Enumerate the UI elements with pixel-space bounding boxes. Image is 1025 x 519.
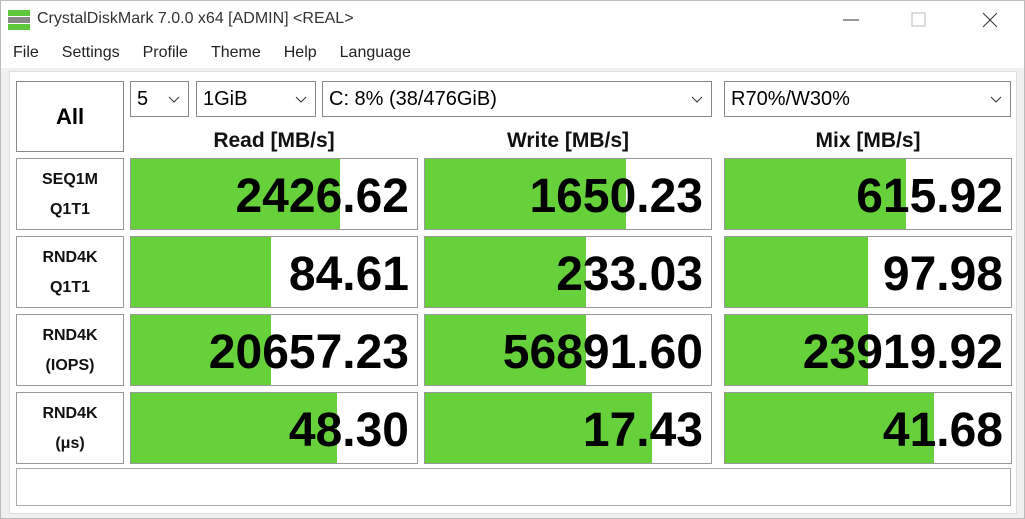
- menu-item[interactable]: File: [13, 44, 39, 61]
- row-label[interactable]: RND4K Q1T1: [16, 236, 124, 308]
- result-cell: 1650.23: [424, 158, 712, 230]
- result-value: 20657.23: [208, 326, 409, 379]
- meter-bar: [725, 315, 868, 385]
- result-cell: 233.03: [424, 236, 712, 308]
- menu-bar: File Settings Profile Theme Help Language: [1, 38, 1024, 68]
- dropdown-arrow: [990, 96, 1002, 103]
- row-label-line: RND4K: [42, 327, 98, 344]
- menu-item[interactable]: Help: [283, 44, 317, 61]
- result-value: 615.92: [856, 170, 1003, 223]
- row-label[interactable]: RND4K (μs): [16, 392, 124, 464]
- menu-item[interactable]: Settings: [61, 44, 120, 61]
- row-label-line: (μs): [55, 435, 85, 452]
- dropdown[interactable]: 5: [130, 81, 189, 117]
- menu-item[interactable]: Language: [339, 44, 411, 61]
- column-header: Read [MB/s]: [213, 129, 335, 152]
- result-cell: 23919.92: [724, 314, 1012, 386]
- comment-box[interactable]: [16, 468, 1011, 506]
- window-buttons[interactable]: [831, 9, 1011, 31]
- all-button[interactable]: All: [16, 81, 124, 152]
- result-value: 84.61: [288, 248, 409, 301]
- window-title: CrystalDiskMark 7.0.0 x64 [ADMIN] <REAL>: [37, 10, 354, 27]
- column-header: Mix [MB/s]: [815, 129, 921, 152]
- result-cell: 56891.60: [424, 314, 712, 386]
- dropdown-text: 5: [137, 88, 149, 110]
- dropdown-arrow: [691, 96, 703, 103]
- dropdown[interactable]: R70%/W30%: [724, 81, 1011, 117]
- meter-bar: [425, 159, 627, 229]
- result-value: 97.98: [882, 248, 1003, 301]
- result-value: 23919.92: [802, 326, 1003, 379]
- result-cell: 41.68: [724, 392, 1012, 464]
- meter-bar: [131, 393, 337, 463]
- meter-bar: [131, 315, 271, 385]
- row-label-line: (IOPS): [45, 357, 95, 374]
- meter-bar: [725, 159, 906, 229]
- result-value: 41.68: [882, 404, 1003, 457]
- column-header: Write [MB/s]: [506, 129, 630, 152]
- result-value: 233.03: [556, 248, 703, 301]
- dropdown-arrow: [168, 96, 180, 103]
- result-cell: 48.30: [130, 392, 418, 464]
- result-value: 17.43: [582, 404, 703, 457]
- dropdown[interactable]: 1GiB: [196, 81, 316, 117]
- row-label[interactable]: SEQ1M Q1T1: [16, 158, 124, 230]
- meter-bar: [425, 237, 586, 307]
- menu-item[interactable]: Theme: [210, 44, 261, 61]
- dropdown[interactable]: C: 8% (38/476GiB): [322, 81, 712, 117]
- meter-bar: [725, 237, 868, 307]
- row-label-line: Q1T1: [49, 201, 90, 218]
- row-label-line: RND4K: [42, 249, 98, 266]
- row-label-line: RND4K: [42, 405, 98, 422]
- menu-item[interactable]: Profile: [142, 44, 188, 61]
- dropdown-text: C: 8% (38/476GiB): [329, 88, 497, 110]
- row-label-line: Q1T1: [49, 279, 90, 296]
- dropdown-text: R70%/W30%: [731, 88, 850, 110]
- result-cell: 2426.62: [130, 158, 418, 230]
- title-bar: CrystalDiskMark 7.0.0 x64 [ADMIN] <REAL>: [1, 1, 1024, 38]
- dropdown-arrow: [295, 96, 307, 103]
- result-value: 1650.23: [529, 170, 703, 223]
- app-icon: [8, 10, 30, 30]
- row-label[interactable]: RND4K (IOPS): [16, 314, 124, 386]
- result-cell: 17.43: [424, 392, 712, 464]
- result-cell: 84.61: [130, 236, 418, 308]
- meter-bar: [425, 393, 652, 463]
- meter-bar: [725, 393, 934, 463]
- meter-bar: [131, 237, 271, 307]
- result-cell: 20657.23: [130, 314, 418, 386]
- result-cell: 97.98: [724, 236, 1012, 308]
- result-value: 2426.62: [235, 170, 409, 223]
- dropdown-text: 1GiB: [203, 88, 248, 110]
- result-value: 56891.60: [502, 326, 703, 379]
- meter-bar: [425, 315, 586, 385]
- meter-bar: [131, 159, 340, 229]
- result-value: 48.30: [288, 404, 409, 457]
- result-cell: 615.92: [724, 158, 1012, 230]
- row-label-line: SEQ1M: [41, 171, 98, 188]
